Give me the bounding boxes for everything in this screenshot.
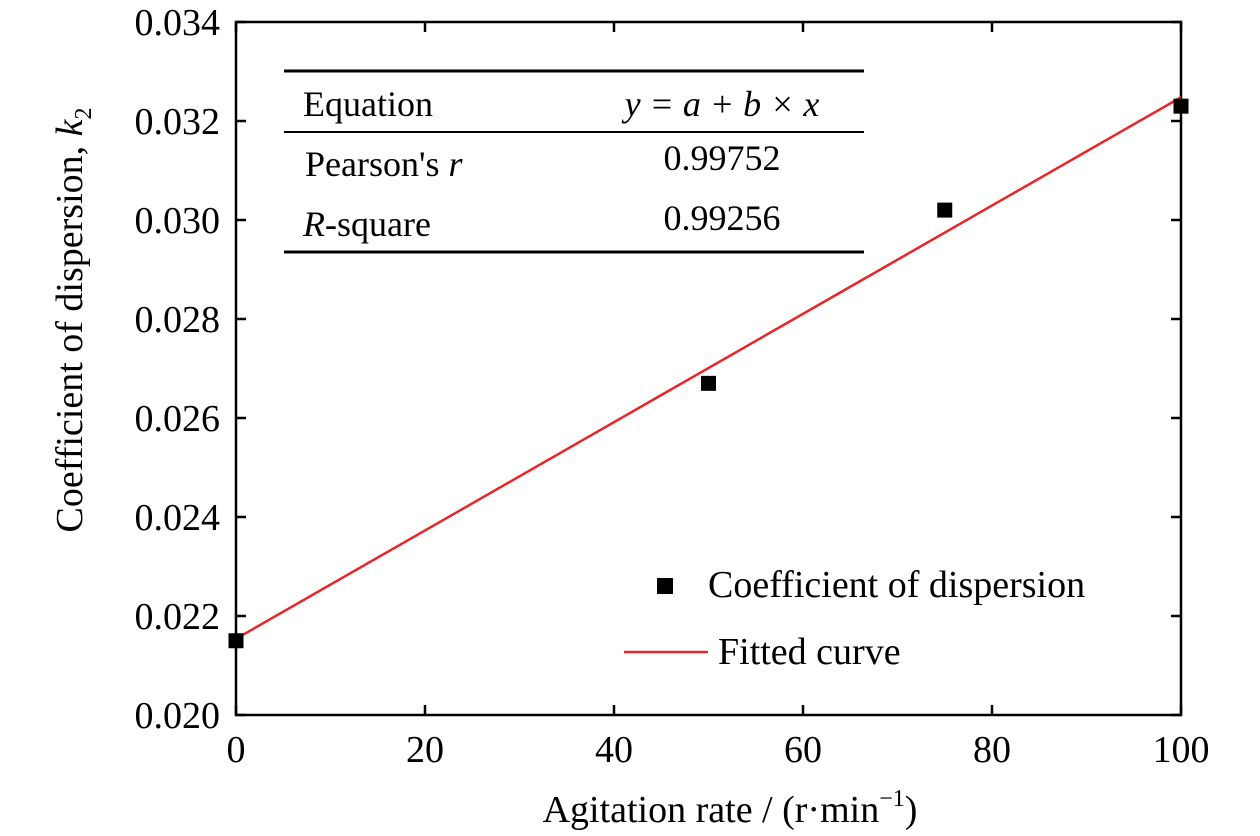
table-row-label-pearson: Pearson's r [305, 144, 463, 184]
y-tick-label: 0.034 [135, 2, 221, 44]
y-tick-label: 0.030 [135, 200, 221, 242]
data-point [937, 202, 953, 218]
x-tick-label: 60 [784, 729, 822, 771]
tick-labels: 0 20 40 60 80 100 0.020 0.022 0.024 0.026 0.028 0.0… [135, 2, 1210, 771]
y-tick-label: 0.024 [135, 497, 221, 539]
fitted-curve-line [235, 96, 1182, 640]
legend-marker-scatter [657, 578, 673, 594]
y-tick-label: 0.026 [135, 398, 221, 440]
y-tick-label: 0.022 [135, 596, 221, 638]
x-tick-label: 20 [406, 729, 444, 771]
y-tick-label: 0.028 [135, 299, 221, 341]
data-point [1173, 98, 1189, 114]
axes [234, 20, 1183, 717]
tick-marks [234, 20, 1183, 717]
data-point [228, 633, 244, 649]
table-row-label-equation: Equation [303, 84, 433, 124]
table-row-value-pearson: 0.99752 [664, 138, 781, 178]
legend: Coefficient of dispersion Fitted curve [624, 564, 1085, 673]
x-tick-label: 100 [1153, 729, 1210, 771]
y-tick-label: 0.020 [135, 695, 221, 737]
x-tick-label: 40 [595, 729, 633, 771]
scatter-series [228, 98, 1189, 649]
fit-statistics-table: Equation y = a + b × x Pearson's r 0.997… [284, 69, 864, 254]
data-point [701, 375, 716, 391]
legend-label-line: Fitted curve [718, 631, 901, 673]
x-tick-label: 0 [227, 729, 246, 771]
table-row-label-rsquare: R-square [302, 204, 431, 244]
plot-frame [234, 20, 1183, 717]
table-row-value-rsquare: 0.99256 [664, 198, 781, 238]
y-axis-label: Coefficient of dispersion, k2 [49, 108, 97, 533]
x-axis-label: Agitation rate / (r·min−1) [543, 786, 918, 831]
table-row-value-equation: y = a + b × x [622, 84, 820, 124]
legend-label-scatter: Coefficient of dispersion [708, 564, 1085, 606]
fitted-curve-series [235, 96, 1182, 640]
y-tick-label: 0.032 [135, 101, 221, 143]
x-tick-label: 80 [973, 729, 1011, 771]
